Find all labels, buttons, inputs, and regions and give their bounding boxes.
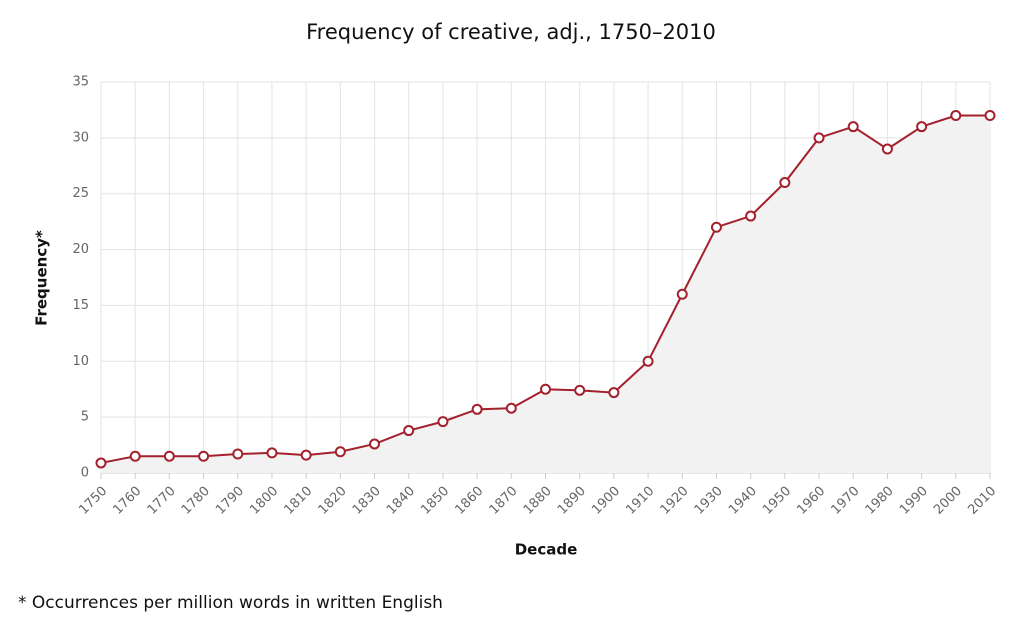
- point: [676, 288, 688, 300]
- x-tick-label: 1980: [863, 484, 897, 518]
- x-tick-label: 1770: [145, 484, 179, 518]
- y-tick-label: 20: [72, 242, 89, 257]
- point: [95, 457, 107, 469]
- point: [369, 438, 381, 450]
- x-tick-label: 1850: [418, 484, 452, 518]
- y-axis-label: Frequency*: [33, 230, 51, 326]
- point: [163, 450, 175, 462]
- footnote: * Occurrences per million words in writt…: [18, 593, 443, 613]
- y-tick-label: 5: [81, 410, 89, 425]
- x-tick-label: 1910: [623, 484, 657, 518]
- point: [745, 210, 757, 222]
- point: [608, 387, 620, 399]
- x-tick-label: 1820: [316, 484, 350, 518]
- x-tick-label: 1860: [452, 484, 486, 518]
- point: [129, 450, 141, 462]
- x-tick-label: 1960: [794, 484, 828, 518]
- x-tick-label: 1880: [521, 484, 555, 518]
- x-tick-label: 1840: [384, 484, 418, 518]
- y-tick-label: 0: [81, 466, 89, 481]
- point: [300, 449, 312, 461]
- point: [266, 447, 278, 459]
- point: [437, 416, 449, 428]
- point: [984, 110, 996, 122]
- y-tick-label: 35: [72, 75, 89, 90]
- y-tick-label: 10: [72, 354, 89, 369]
- point: [916, 121, 928, 133]
- x-tick-label: 1810: [281, 484, 315, 518]
- point: [779, 177, 791, 189]
- x-tick-label: 1970: [829, 484, 863, 518]
- point: [950, 110, 962, 122]
- y-tick-label: 30: [72, 130, 89, 145]
- x-tick-label: 1750: [76, 484, 110, 518]
- x-tick-label: 1870: [487, 484, 521, 518]
- area: [101, 115, 990, 473]
- point: [574, 384, 586, 396]
- point: [847, 121, 859, 133]
- x-tick-label: 1920: [658, 484, 692, 518]
- x-tick-label: 1990: [897, 484, 931, 518]
- x-tick-label: 1780: [179, 484, 213, 518]
- y-tick-label: 25: [72, 186, 89, 201]
- x-tick-label: 1900: [589, 484, 623, 518]
- point: [232, 448, 244, 460]
- point: [710, 221, 722, 233]
- point: [881, 143, 893, 155]
- point: [334, 446, 346, 458]
- x-tick-label: 1890: [555, 484, 589, 518]
- x-tick-label: 1800: [247, 484, 281, 518]
- x-tick-label: 1760: [110, 484, 144, 518]
- point: [540, 383, 551, 395]
- point: [198, 450, 210, 462]
- x-tick-label: 1950: [760, 484, 794, 518]
- x-tick-label: 2010: [965, 484, 999, 518]
- point: [642, 355, 654, 367]
- chart-title: Frequency of creative, adj., 1750–2010: [306, 20, 716, 44]
- y-tick-label: 15: [72, 298, 89, 313]
- x-tick-label: 1930: [692, 484, 726, 518]
- x-tick-label: 1940: [726, 484, 760, 518]
- x-tick-label: 1790: [213, 484, 247, 518]
- x-axis-label: Decade: [515, 541, 578, 559]
- point: [505, 402, 517, 414]
- x-tick-label: 1830: [350, 484, 384, 518]
- point: [403, 425, 415, 437]
- x-tick-label: 2000: [931, 484, 965, 518]
- point: [813, 132, 825, 144]
- point: [471, 403, 483, 415]
